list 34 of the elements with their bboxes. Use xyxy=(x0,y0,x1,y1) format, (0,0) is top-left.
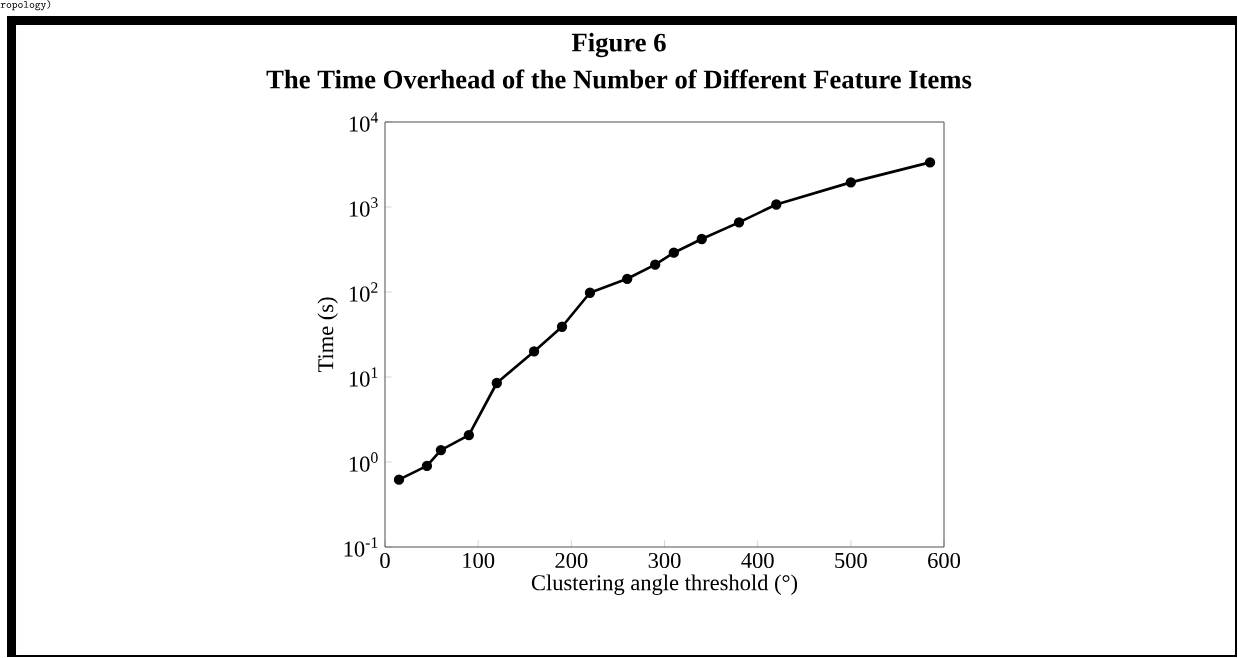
chart-subtitle: The Time Overhead of the Number of Different Feature Items xyxy=(266,69,972,89)
chart-title: Figure 6 xyxy=(571,32,666,58)
x-tick-label: 300 xyxy=(648,552,681,569)
y-tick-label: 10$^{-1}$ xyxy=(344,537,378,557)
point xyxy=(421,460,433,472)
y-tick-label: 10$^{4}$ xyxy=(349,112,379,132)
x-tick-label: 400 xyxy=(741,552,774,569)
text: ropology) xyxy=(0,0,51,11)
x-tick-label: 0 xyxy=(380,552,390,569)
point xyxy=(622,273,633,284)
point xyxy=(556,321,568,332)
point xyxy=(528,346,540,357)
point xyxy=(696,233,707,245)
point xyxy=(668,247,679,258)
point xyxy=(491,377,502,389)
point xyxy=(393,474,405,485)
y-tick-label: 10$^{0}$ xyxy=(349,452,378,472)
point xyxy=(771,199,782,210)
point xyxy=(733,217,745,228)
y-axis-title: Time (s) xyxy=(317,297,338,373)
x-axis-title: Clustering angle threshold (°) xyxy=(531,574,798,595)
point xyxy=(845,177,857,188)
x-tick-label: 600 xyxy=(928,552,961,569)
x-tick-label: 500 xyxy=(835,552,867,569)
point xyxy=(463,429,475,441)
x-tick-label: 100 xyxy=(463,552,495,569)
point xyxy=(650,259,661,270)
point xyxy=(435,444,447,456)
y-tick-label: 10$^{2}$ xyxy=(349,282,378,302)
point xyxy=(924,157,936,168)
y-tick-label: 10$^{3}$ xyxy=(349,197,378,217)
x-tick-label: 200 xyxy=(555,552,588,569)
y-tick-label: 10$^{1}$ xyxy=(349,367,378,387)
point xyxy=(584,287,596,298)
